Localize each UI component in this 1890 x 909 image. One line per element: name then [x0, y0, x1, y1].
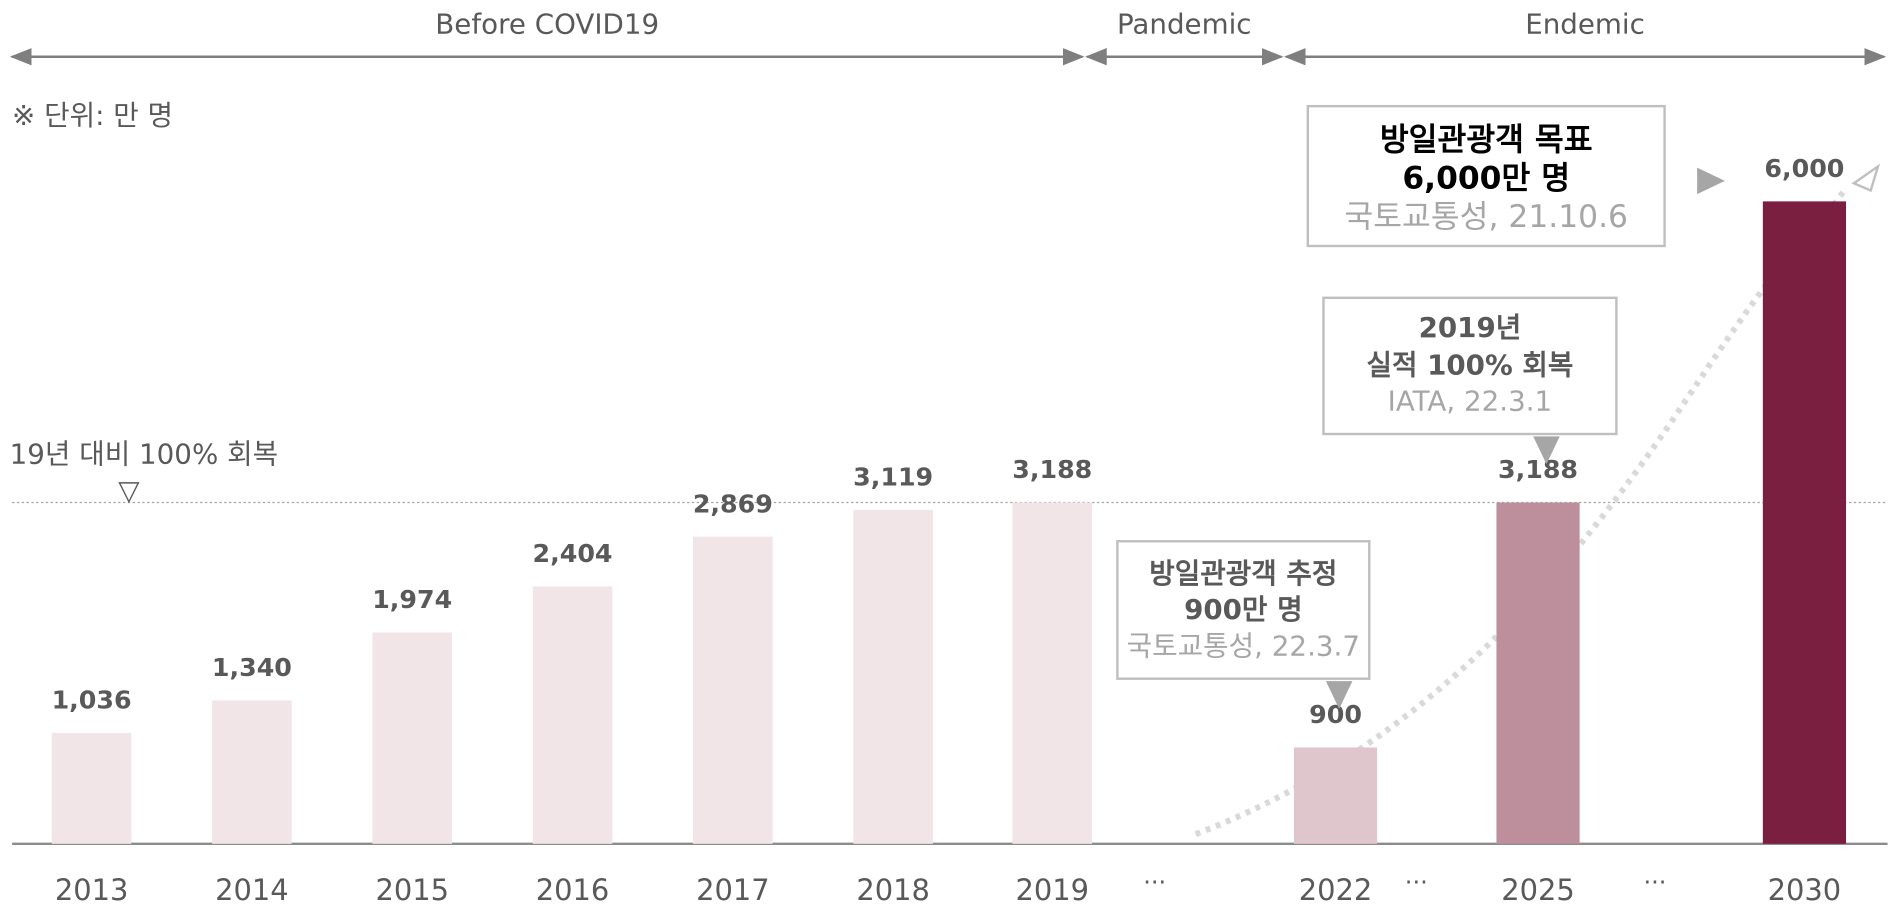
x-tick-label: 2013 [55, 873, 129, 907]
x-tick-label: 2015 [375, 873, 449, 907]
value-label: 900 [1309, 700, 1362, 729]
bar [693, 536, 773, 844]
annotation-source: 국토교통성, 22.3.7 [1127, 629, 1360, 662]
x-tick-label: 2018 [856, 873, 930, 907]
bar [1496, 502, 1580, 844]
x-tick-label: 2025 [1501, 873, 1575, 907]
x-tick-label: 2019 [1015, 873, 1089, 907]
bar [1012, 502, 1093, 844]
annotation-pointer [1325, 681, 1353, 709]
value-label: 2,869 [693, 489, 773, 518]
value-label: 1,340 [212, 653, 292, 682]
bar [212, 700, 292, 844]
annotation-box [1322, 296, 1618, 436]
value-label: 3,188 [1012, 455, 1092, 484]
unit-note: ※ 단위: 만 명 [12, 99, 173, 132]
bar [372, 632, 453, 844]
gap-marker: ... [1405, 861, 1428, 889]
bar [1762, 201, 1847, 844]
annotation-source: IATA, 22.3.1 [1388, 385, 1553, 418]
value-label: 3,188 [1498, 455, 1578, 484]
gap-marker: ... [1643, 861, 1666, 889]
x-tick-label: 2017 [696, 873, 770, 907]
reference-label: 19년 대비 100% 회복 [10, 438, 278, 471]
trend-arrowhead [1851, 163, 1881, 193]
annotation-text: 방일관광객 목표 [1380, 122, 1593, 158]
bar [853, 509, 933, 844]
annotation-box [1306, 104, 1666, 248]
value-label: 1,974 [372, 585, 452, 614]
gap-marker: ... [1143, 861, 1166, 889]
bar [1293, 747, 1378, 844]
annotation-box [1116, 540, 1371, 680]
period-label: Pandemic [1117, 7, 1252, 40]
reference-marker: ▽ [118, 474, 140, 507]
annotation-text: 900만 명 [1184, 593, 1303, 626]
value-label: 1,036 [52, 686, 132, 715]
value-label: 6,000 [1764, 154, 1844, 183]
x-tick-label: 2030 [1768, 873, 1842, 907]
annotation-pointer [1533, 436, 1560, 465]
annotation-text: 방일관광객 추정 [1149, 557, 1337, 590]
x-tick-label: 2016 [536, 873, 610, 907]
annotation-text: 2019년 [1419, 311, 1522, 344]
bar [532, 586, 613, 844]
annotation-source: 국토교통성, 21.10.6 [1344, 199, 1628, 235]
annotation-text: 6,000만 명 [1402, 161, 1570, 197]
x-tick-label: 2022 [1299, 873, 1373, 907]
value-label: 2,404 [533, 539, 613, 568]
period-label: Endemic [1525, 7, 1645, 40]
bar [51, 732, 132, 844]
x-tick-label: 2014 [215, 873, 289, 907]
period-label: Before COVID19 [435, 7, 659, 40]
annotation-text: 실적 100% 회복 [1366, 349, 1573, 382]
value-label: 3,119 [853, 463, 933, 492]
annotation-pointer [1697, 167, 1725, 195]
